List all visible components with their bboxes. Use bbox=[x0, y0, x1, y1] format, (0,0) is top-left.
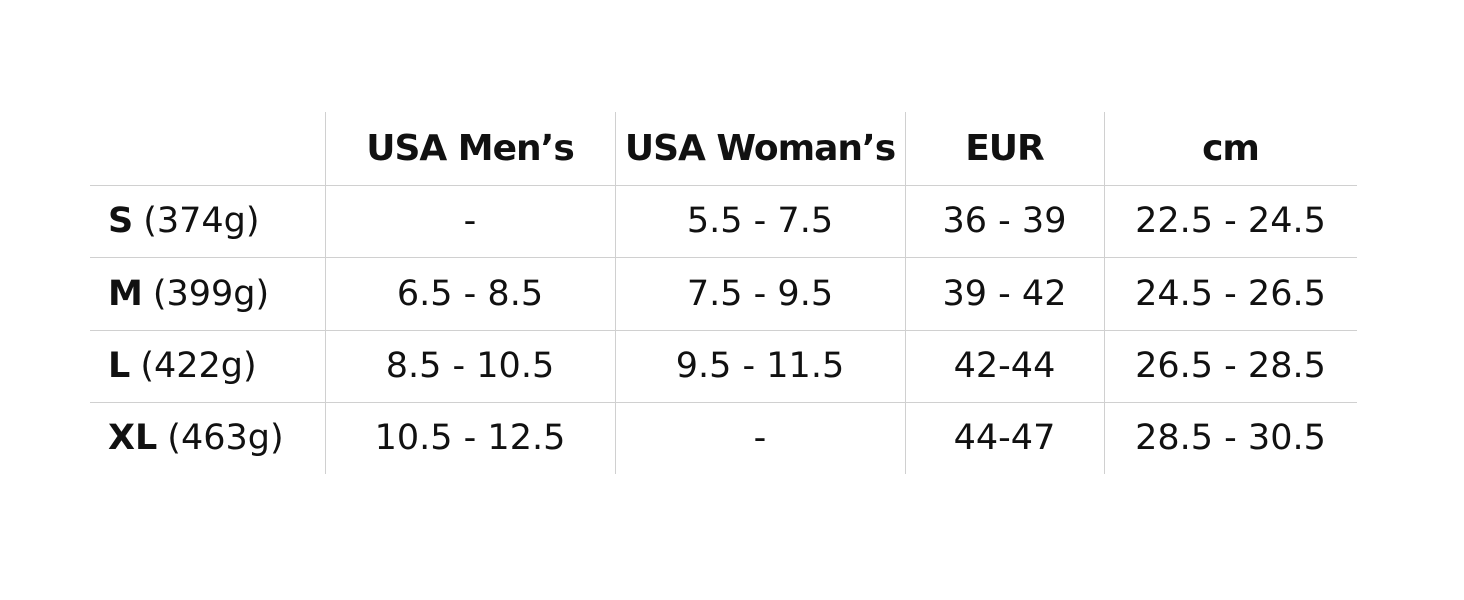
row-label: L (422g) bbox=[108, 330, 325, 402]
column-header: USA Woman’s bbox=[624, 128, 896, 169]
column-divider bbox=[615, 112, 616, 474]
size-value: 5.5 - 7.5 bbox=[686, 201, 834, 241]
size-value: 7.5 - 9.5 bbox=[686, 273, 834, 314]
size-value: - bbox=[753, 418, 767, 458]
size-weight: (374g) bbox=[143, 201, 260, 241]
size-value: - bbox=[463, 201, 477, 241]
size-weight: (399g) bbox=[152, 273, 270, 314]
row-divider bbox=[90, 185, 1357, 186]
size-name: M bbox=[108, 273, 143, 314]
row-label: S (374g) bbox=[108, 185, 325, 257]
column-divider bbox=[325, 112, 326, 474]
column-header: USA Men’s bbox=[366, 128, 575, 169]
row-label: XL (463g) bbox=[108, 402, 325, 474]
size-value: 10.5 - 12.5 bbox=[374, 418, 566, 458]
size-name: XL bbox=[108, 418, 158, 458]
size-value: 6.5 - 8.5 bbox=[396, 273, 544, 314]
size-value: 22.5 - 24.5 bbox=[1135, 201, 1326, 241]
column-header: cm bbox=[1202, 128, 1260, 169]
row-divider bbox=[90, 257, 1357, 258]
column-header: EUR bbox=[965, 128, 1045, 169]
size-value: 28.5 - 30.5 bbox=[1135, 418, 1326, 458]
size-name: L bbox=[108, 346, 131, 386]
size-value: 24.5 - 26.5 bbox=[1135, 273, 1326, 314]
column-divider bbox=[905, 112, 906, 474]
size-weight: (422g) bbox=[140, 346, 257, 386]
size-weight: (463g) bbox=[167, 418, 284, 458]
row-divider bbox=[90, 402, 1357, 403]
size-value: 36 - 39 bbox=[942, 201, 1067, 241]
size-value: 8.5 - 10.5 bbox=[385, 346, 555, 386]
size-value: 44-47 bbox=[953, 418, 1056, 458]
row-label: M (399g) bbox=[108, 257, 325, 330]
size-value: 39 - 42 bbox=[942, 273, 1067, 314]
size-value: 26.5 - 28.5 bbox=[1135, 346, 1326, 386]
size-value: 9.5 - 11.5 bbox=[675, 346, 845, 386]
row-divider bbox=[90, 330, 1357, 331]
size-name: S bbox=[108, 201, 134, 241]
column-divider bbox=[1104, 112, 1105, 474]
size-value: 42-44 bbox=[953, 346, 1056, 386]
